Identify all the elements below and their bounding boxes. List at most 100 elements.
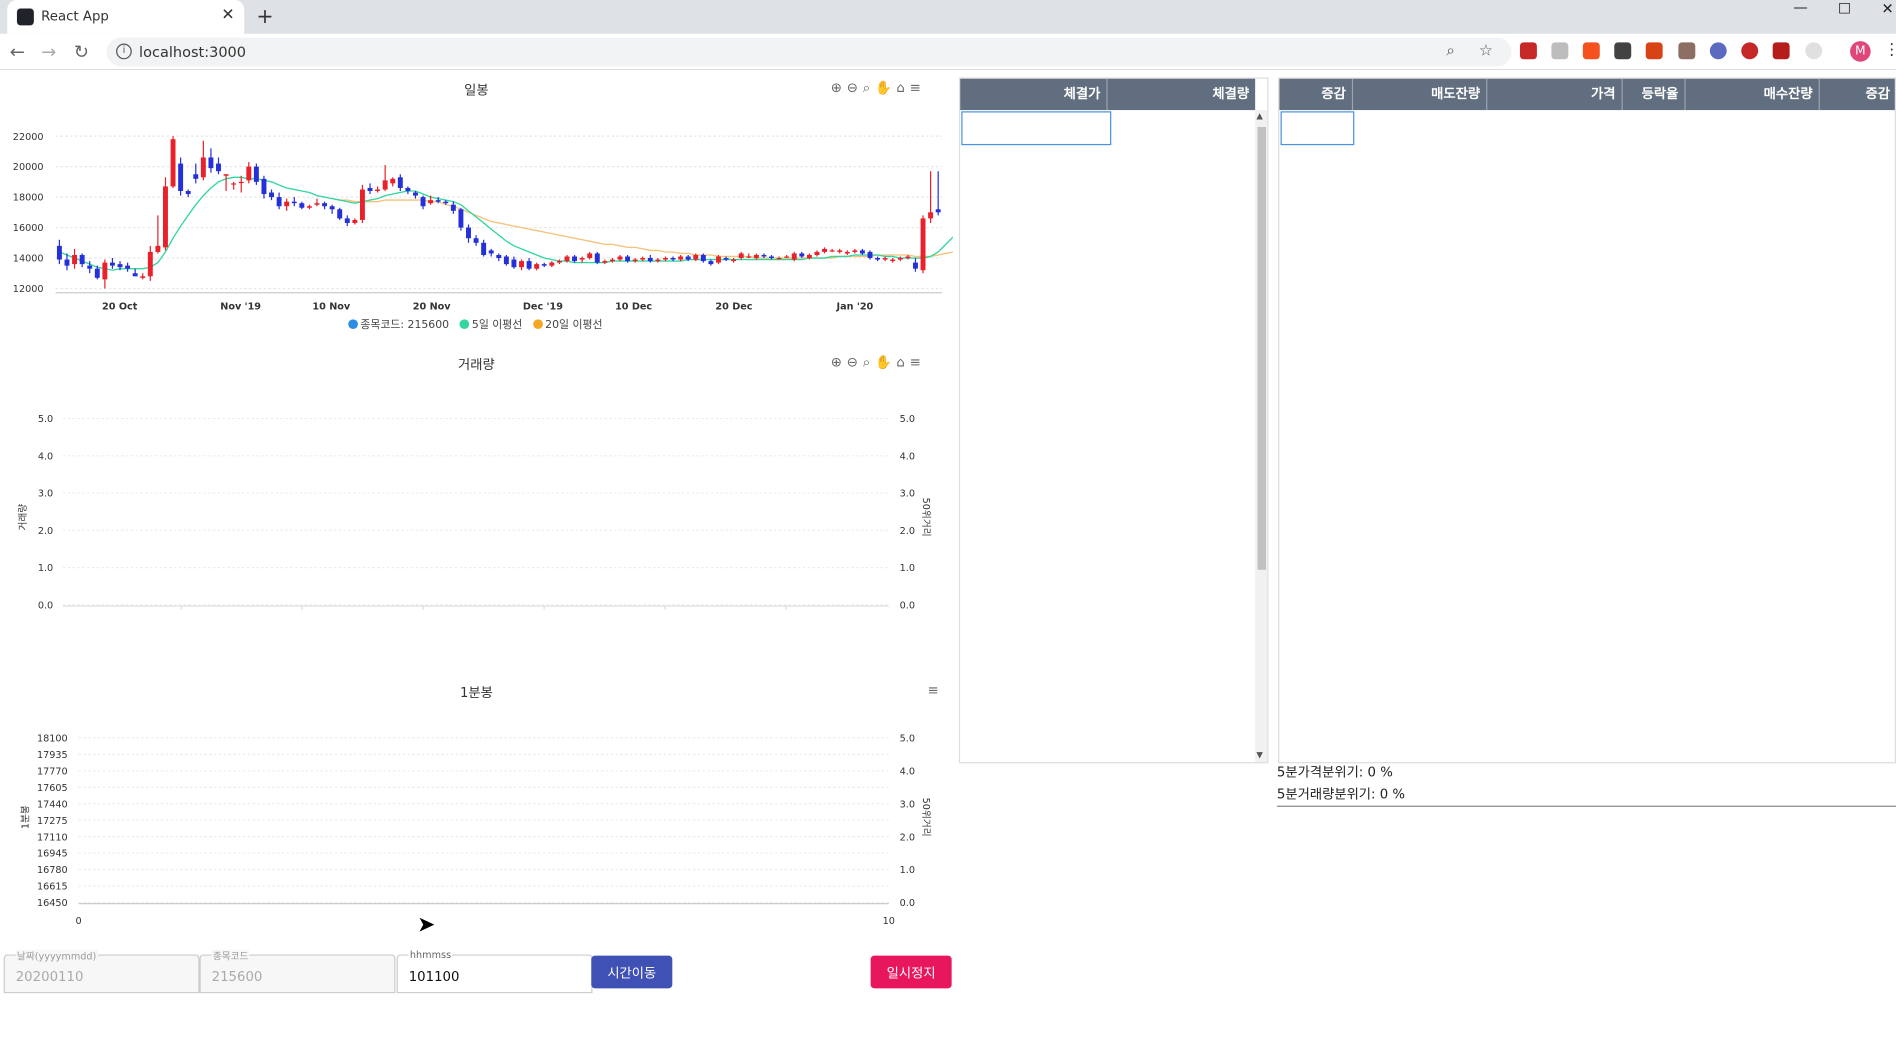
column-header[interactable]: 가격 (1487, 78, 1623, 111)
ticks-table[interactable]: 체결가 체결량 ▲ ▼ (958, 77, 1269, 764)
reset-home-icon[interactable]: ⌂ (896, 79, 905, 96)
column-header[interactable]: 증감 (1279, 78, 1354, 111)
chart-menu-icon[interactable]: ≡ (909, 79, 921, 96)
code-input[interactable] (211, 968, 381, 985)
y2-tick-label: 4.0 (900, 766, 915, 777)
code-field[interactable]: 종목코드 (199, 949, 396, 994)
volume-chart: 거래량 ⊕ ⊖ ⌕ ✋ ⌂ ≡ 0.0 0.0 1.0 1.0 2.0 2.0 3.0 3.0 4.0 4.… (0, 346, 953, 648)
minute-right-axis-title: 50위거리 (920, 797, 932, 837)
chart-toolbar: ⊕ ⊖ ⌕ ✋ ⌂ ≡ (831, 354, 926, 371)
daily-chart-legend: 종목코드: 215600 5일 이평선 20일 이평선 (348, 316, 610, 331)
new-tab-button[interactable]: + (256, 4, 274, 30)
date-field[interactable]: 날짜(yyyymmdd) (3, 949, 200, 994)
candle-body (238, 181, 244, 184)
column-header[interactable]: 등락율 (1623, 78, 1686, 111)
selection-zoom-icon[interactable]: ⌕ (862, 79, 871, 96)
chart-menu-icon[interactable]: ≡ (909, 354, 921, 371)
volume-plot[interactable]: 0.0 0.0 1.0 1.0 2.0 2.0 3.0 3.0 4.0 4.0 5.0 5.0 (0, 373, 953, 639)
selected-cell[interactable] (1280, 111, 1355, 146)
browser-tab[interactable]: React App ✕ (7, 0, 245, 34)
extension-icon[interactable] (1551, 42, 1569, 60)
pause-button[interactable]: 일시정지 (870, 955, 952, 989)
candle-body (556, 261, 562, 263)
column-header[interactable]: 매수잔량 (1686, 78, 1820, 111)
scroll-up-icon[interactable]: ▲ (1256, 111, 1263, 121)
address-bar[interactable]: i localhost:3000 ⌕ ☆ (106, 37, 1512, 67)
extension-icon[interactable] (1678, 42, 1696, 60)
y2-tick-label: 1.0 (900, 563, 915, 574)
y-tick-label: 16780 (37, 865, 68, 876)
legend-item[interactable]: 5일 이평선 (459, 319, 522, 331)
extension-icon[interactable] (1741, 42, 1759, 60)
close-window-icon[interactable]: ✕ (1881, 0, 1894, 17)
candle-body (716, 256, 721, 263)
selection-zoom-icon[interactable]: ⌕ (862, 354, 871, 371)
bookmark-star-icon[interactable]: ☆ (1478, 42, 1493, 61)
candle-body (625, 256, 631, 262)
column-header[interactable]: 매도잔량 (1353, 78, 1488, 111)
candle-body (276, 197, 282, 207)
candle-body (632, 259, 638, 262)
scrollbar-thumb[interactable] (1257, 127, 1267, 570)
candle-body (693, 254, 699, 260)
column-header[interactable]: 증감 (1865, 85, 1890, 102)
profile-avatar[interactable]: M (1850, 41, 1871, 62)
extension-icon[interactable] (1772, 42, 1790, 60)
candle-body (640, 258, 646, 260)
zoom-in-icon[interactable]: ⊕ (830, 354, 842, 371)
candle-body (291, 201, 297, 204)
forward-arrow-icon[interactable]: → (41, 41, 57, 63)
legend-item[interactable]: 종목코드: 215600 (348, 319, 449, 331)
zoom-icon[interactable]: ⌕ (1446, 42, 1456, 61)
y2-tick-label: 2.0 (900, 832, 915, 843)
candle-body (579, 258, 585, 260)
browser-menu-icon[interactable]: ⋮ (1884, 41, 1896, 59)
candle-body (594, 253, 600, 263)
reset-home-icon[interactable]: ⌂ (896, 354, 905, 371)
reload-icon[interactable]: ↻ (73, 41, 89, 63)
y-tick-label: 4.0 (38, 451, 53, 462)
zoom-in-icon[interactable]: ⊕ (830, 79, 842, 96)
maximize-icon[interactable]: ☐ (1837, 0, 1852, 17)
candle-body (602, 261, 608, 263)
selected-cell[interactable] (961, 111, 1112, 146)
legend-item[interactable]: 20일 이평선 (533, 319, 603, 331)
back-arrow-icon[interactable]: ← (9, 41, 25, 63)
y-tick-label: 17110 (37, 832, 68, 843)
move-time-button[interactable]: 시간이동 (591, 955, 673, 989)
info-icon[interactable]: i (116, 43, 132, 60)
scroll-down-icon[interactable]: ▼ (1256, 750, 1263, 760)
extension-icon[interactable] (1805, 42, 1823, 60)
time-travel-form: 날짜(yyyymmdd) 종목코드 hhmmss 시간이동 일시정지 (0, 949, 953, 995)
zoom-out-icon[interactable]: ⊖ (846, 79, 858, 96)
date-input[interactable] (15, 968, 186, 985)
extension-icon[interactable] (1519, 42, 1537, 60)
daily-candlestick-plot[interactable]: 12000 14000 16000 18000 20000 22000 20 Oct Nov … (0, 100, 953, 342)
minute-chart: 1분봉 ≡ 16450 16615 16780 16945 17110 17275 1744… (0, 675, 953, 953)
candle-body (117, 264, 123, 268)
candle-body (609, 259, 615, 262)
candle-body (102, 262, 108, 280)
column-header[interactable]: 체결량 (1212, 85, 1250, 102)
zoom-out-icon[interactable]: ⊖ (846, 354, 858, 371)
time-field[interactable]: hhmmss (396, 949, 593, 994)
orderbook-table[interactable]: 증감 매도잔량 가격 등락율 매수잔량 증감 (1278, 77, 1896, 764)
column-header[interactable]: 체결가 (960, 78, 1108, 111)
candle-body (905, 256, 911, 259)
candle-body (231, 183, 237, 185)
chart-menu-icon[interactable]: ≡ (927, 682, 939, 698)
pan-hand-icon[interactable]: ✋ (874, 354, 892, 371)
candle-body (549, 262, 555, 266)
time-field-label: hhmmss (408, 949, 453, 961)
extension-icon[interactable] (1582, 42, 1600, 60)
extension-icon[interactable] (1709, 42, 1727, 60)
minute-plot[interactable]: 16450 16615 16780 16945 17110 17275 17440 17605… (0, 705, 953, 947)
pan-hand-icon[interactable]: ✋ (874, 79, 892, 96)
extension-icon[interactable] (1614, 42, 1632, 60)
time-input[interactable] (408, 968, 578, 985)
extension-icon[interactable] (1645, 42, 1663, 60)
minimize-icon[interactable]: — (1793, 0, 1808, 16)
vertical-scrollbar[interactable]: ▲ ▼ (1255, 110, 1268, 763)
tab-close-icon[interactable]: ✕ (221, 6, 235, 25)
url-text[interactable]: localhost:3000 (139, 43, 247, 61)
